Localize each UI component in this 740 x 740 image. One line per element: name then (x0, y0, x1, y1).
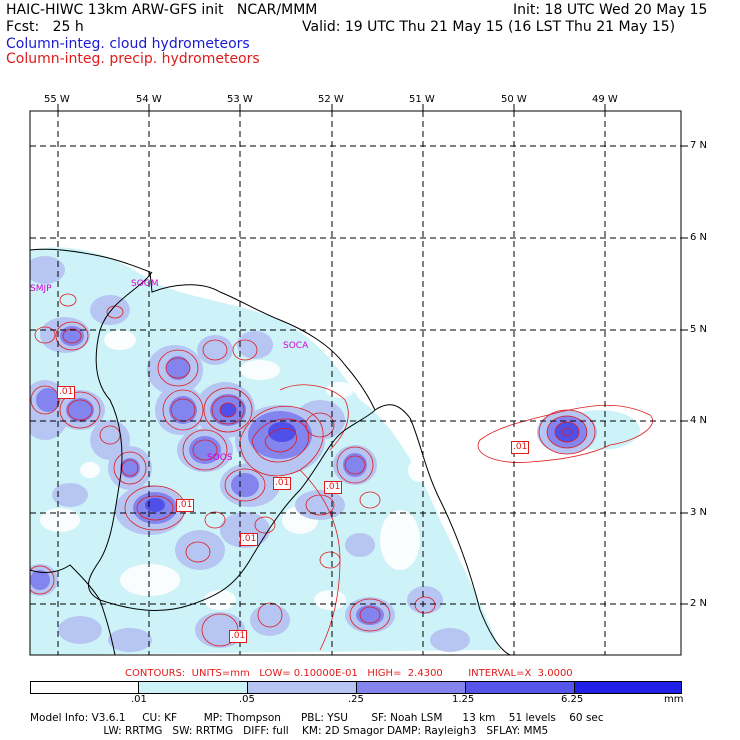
lat-label: 5 N (690, 324, 708, 335)
station-label: SOGM (131, 279, 159, 289)
colorbar-segment (247, 681, 356, 694)
lon-label: 54 W (136, 94, 162, 105)
colorbar-tick: .25 (348, 694, 364, 705)
contour-label: .01 (57, 386, 76, 399)
title-line: HAIC-HIWC 13km ARW-GFS init NCAR/MMM (6, 2, 318, 18)
colorbar-segment (574, 681, 682, 694)
contour-label: .01 (240, 533, 259, 546)
lon-label: 50 W (501, 94, 527, 105)
contour-info: CONTOURS: UNITS=mm LOW= 0.10000E-01 HIGH… (125, 668, 573, 679)
frame-ticks (57, 104, 688, 605)
lon-label: 55 W (44, 94, 70, 105)
colorbar-tick: 1.25 (452, 694, 475, 705)
map-field (30, 247, 653, 655)
lat-label: 3 N (690, 507, 708, 518)
colorbar-segment (465, 681, 574, 694)
lon-label: 49 W (592, 94, 618, 105)
lon-label: 51 W (409, 94, 435, 105)
contour-label: .01 (324, 481, 343, 494)
contour-label: .01 (229, 630, 248, 643)
lat-label: 7 N (690, 140, 708, 151)
colorbar-tick: 6.25 (561, 694, 584, 705)
precip-field-label: Column-integ. precip. hydrometeors (6, 51, 260, 67)
colorbar-tick: .05 (239, 694, 255, 705)
station-label: SOCA (283, 341, 309, 351)
lon-label: 52 W (318, 94, 344, 105)
contour-label: .01 (511, 441, 530, 454)
colorbar-segment (30, 681, 138, 694)
colorbar-segment (356, 681, 465, 694)
map-frame (29, 110, 682, 656)
lon-label: 53 W (227, 94, 253, 105)
lat-label: 2 N (690, 598, 708, 609)
lat-label: 4 N (690, 415, 708, 426)
contour-label: .01 (176, 499, 195, 512)
precip-contours (30, 293, 653, 651)
forecast-hour: Fcst: 25 h (6, 19, 84, 35)
station-label: SOOS (207, 453, 233, 463)
colorbar-units: mm (664, 694, 684, 705)
cloud-field-label: Column-integ. cloud hydrometeors (6, 36, 250, 52)
latlon-grid (30, 111, 681, 655)
colorbar-segment (138, 681, 247, 694)
valid-time: Valid: 19 UTC Thu 21 May 15 (16 LST Thu … (302, 19, 676, 35)
coastline (30, 248, 511, 655)
contour-label: .01 (273, 477, 292, 490)
cloud-shading-core (145, 403, 579, 512)
lat-label: 6 N (690, 232, 708, 243)
model-info-line1: Model Info: V3.6.1 CU: KF MP: Thompson P… (30, 712, 604, 724)
model-info-line2: LW: RRTMG SW: RRTMG DIFF: full KM: 2D Sm… (30, 725, 549, 737)
colorbar-tick: .01 (131, 694, 147, 705)
station-label: SMJP (30, 284, 52, 294)
init-time: Init: 18 UTC Wed 20 May 15 (513, 2, 708, 18)
